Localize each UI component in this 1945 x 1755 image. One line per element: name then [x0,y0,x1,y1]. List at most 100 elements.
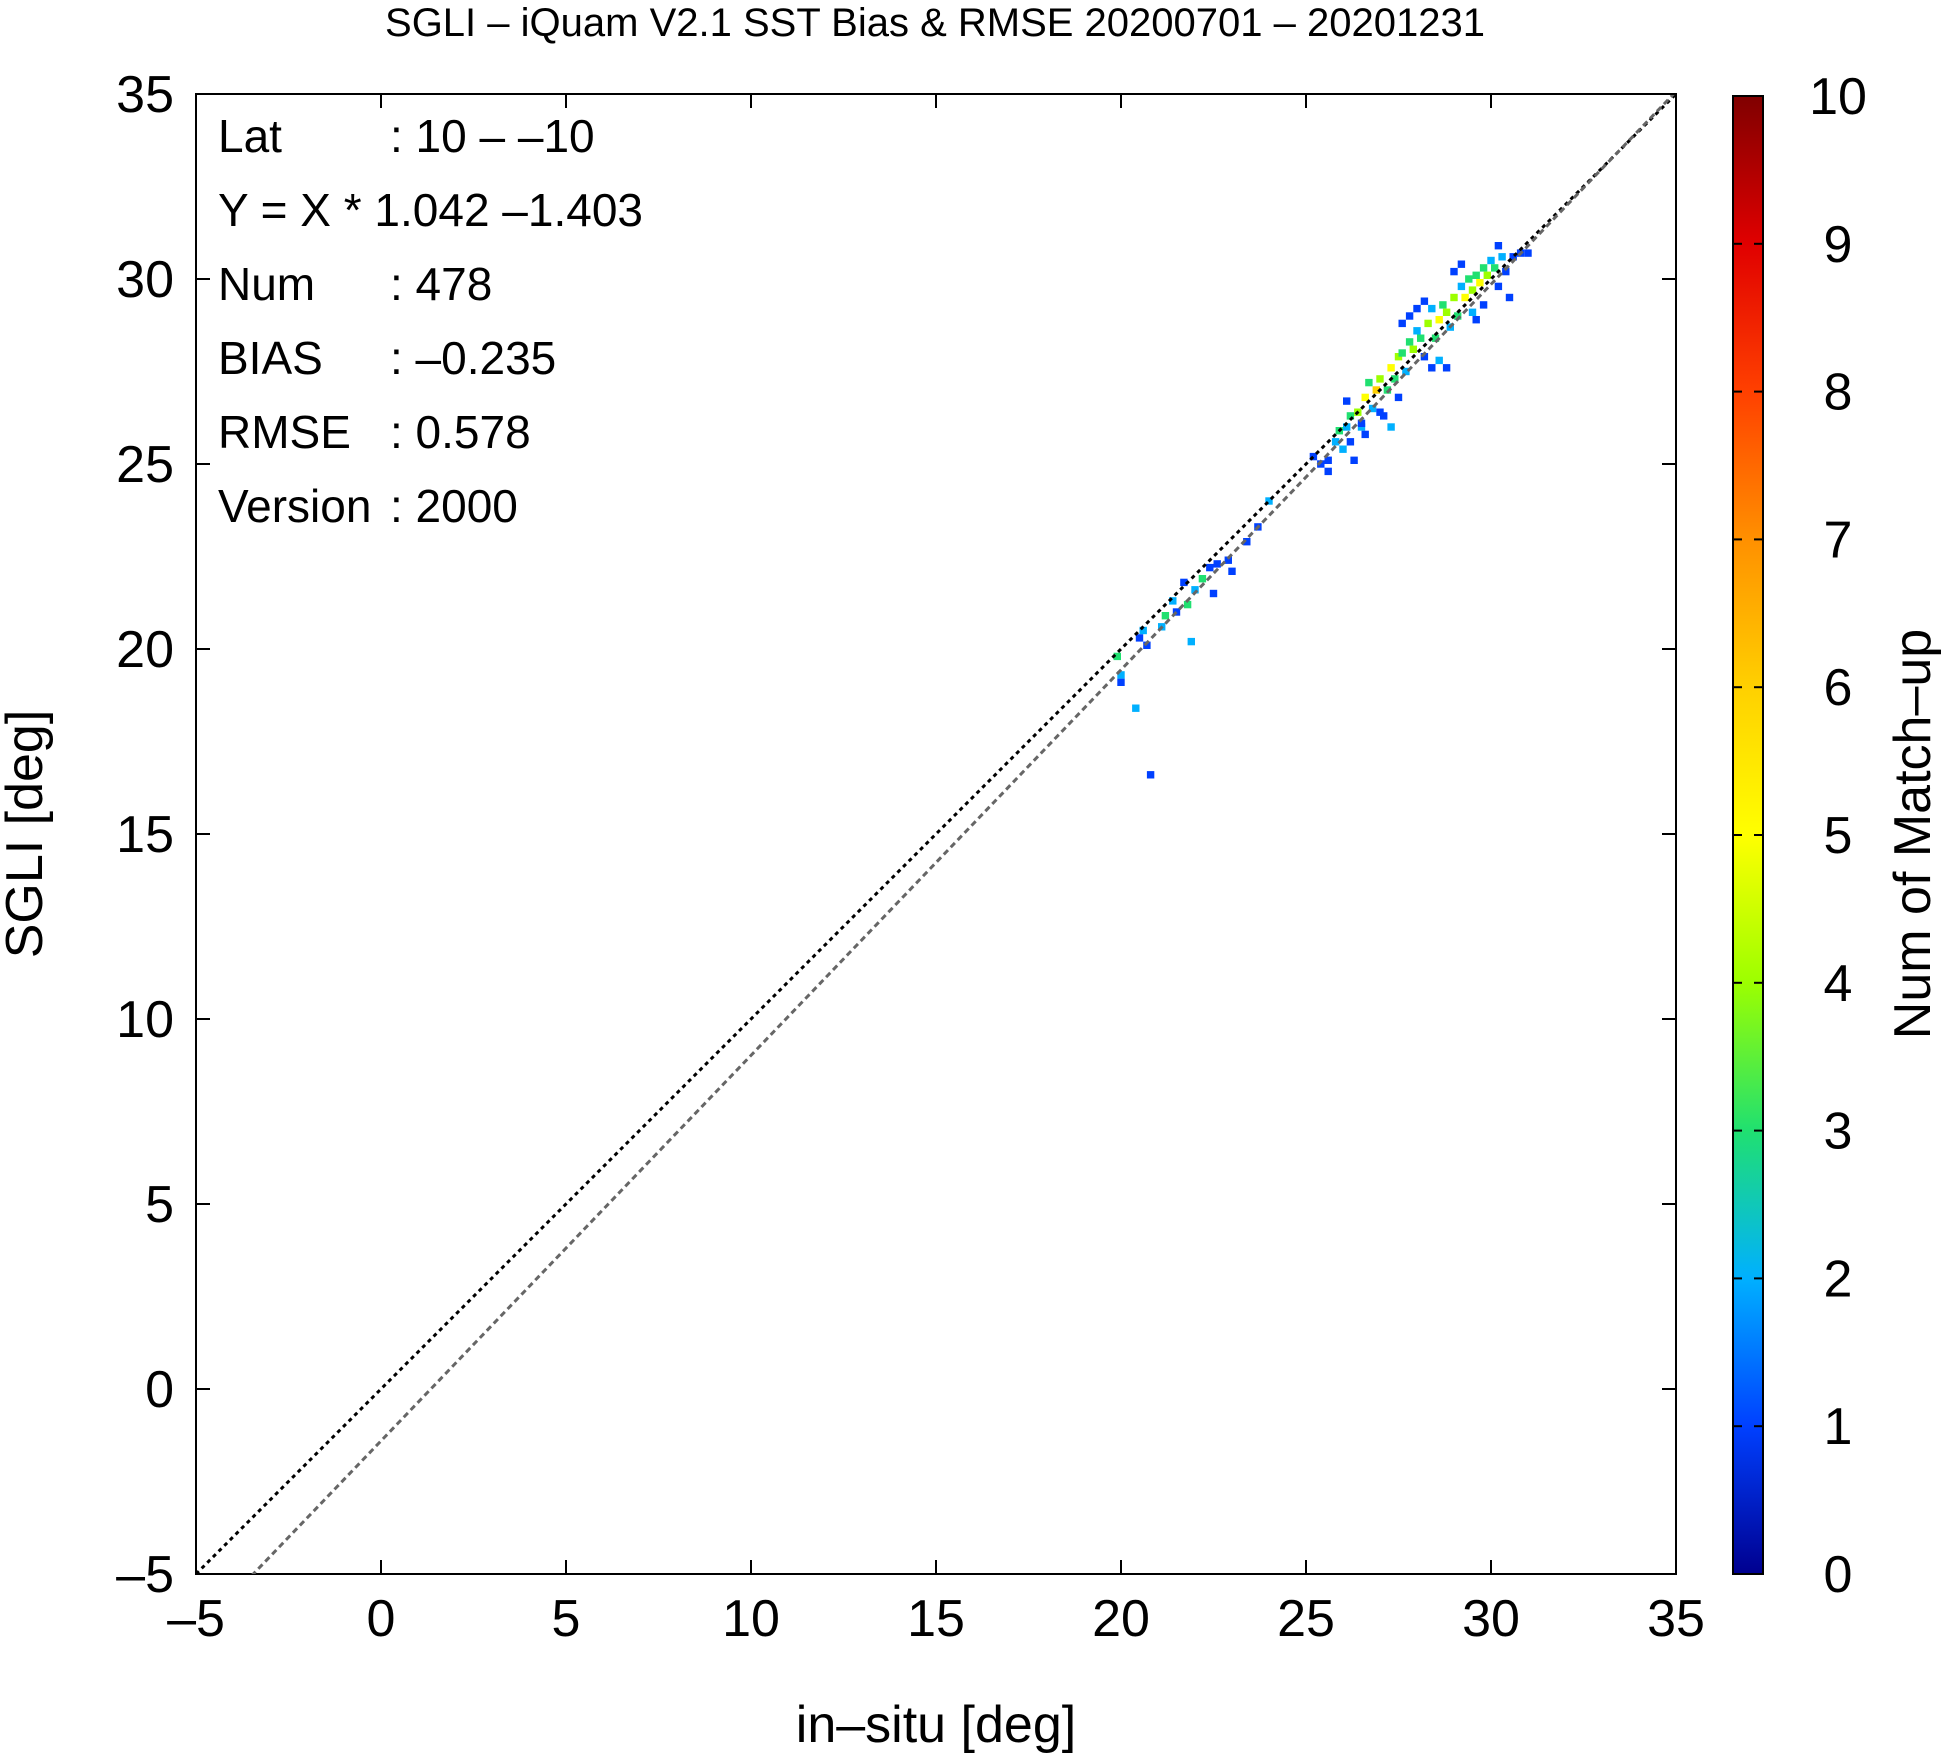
density-cell [1213,560,1221,568]
y-tick-label: 20 [116,621,174,679]
density-cell [1394,393,1403,402]
colorbar-tick-label: 7 [1824,511,1853,569]
density-cell [1265,497,1273,505]
x-tick-label: –5 [167,1590,225,1648]
colorbar-tick-label: 8 [1824,364,1853,422]
density-cell [1442,364,1451,372]
density-cell [1405,312,1414,320]
density-cell [1350,456,1358,464]
density-cell [1376,408,1384,416]
stat-label: RMSE [218,406,351,458]
x-tick-label: 30 [1462,1590,1520,1648]
density-cell [1413,327,1421,335]
stat-label: BIAS [218,332,323,384]
density-cell [1387,423,1395,431]
density-cell [1476,279,1484,287]
colorbar-tick-label: 6 [1824,659,1853,717]
density-cell [1420,353,1429,361]
y-tick-label: 0 [145,1361,174,1419]
density-cell [1343,423,1351,431]
y-tick-label: 35 [116,66,174,124]
stat-value: : 0.578 [390,406,531,458]
stat-value: : –0.235 [390,332,556,384]
density-cell [1361,430,1369,439]
density-cell [1491,264,1499,272]
y-tick-label: 25 [116,436,174,494]
colorbar-tick-label: 4 [1824,955,1853,1013]
density-cell [1420,297,1429,305]
density-cell [1324,456,1332,464]
stat-label: Version [218,480,371,532]
density-cell [1376,375,1384,383]
density-cell [1143,641,1151,649]
density-cell [1442,308,1451,316]
density-cell [1435,316,1443,324]
density-cell [1317,460,1325,468]
density-cell [1494,242,1503,250]
density-cell [1472,271,1480,279]
density-cell [1324,467,1332,476]
density-cell [1357,419,1366,427]
density-cell [1413,304,1421,313]
density-cell [1209,589,1218,598]
density-cell [1487,256,1495,265]
chart-title: SGLI – iQuam V2.1 SST Bias & RMSE 202007… [385,1,1485,45]
regression-line [251,94,1676,1574]
density-cell [1365,378,1373,387]
colorbar-tick-label: 1 [1824,1398,1853,1456]
density-cell [1391,375,1399,383]
density-cell [1398,349,1406,357]
density-cell [1135,634,1144,642]
stat-label: Y = X * 1.042 –1.403 [218,184,643,236]
density-cell [1339,445,1347,453]
one-to-one-line [196,94,1676,1574]
density-cell [1472,316,1480,324]
density-cell [1387,364,1395,372]
density-cell [1505,293,1514,302]
colorbar-tick-label: 9 [1824,216,1853,274]
density-cell [1502,267,1510,276]
density-cell [1198,575,1207,583]
density-cell [1409,345,1417,353]
stat-value: : 2000 [390,480,518,532]
density-cell [1309,452,1318,461]
density-cell [1417,334,1425,342]
x-axis-ticks: –5 0 5 10 15 20 25 30 35 [167,94,1705,1648]
density-cell [1206,563,1214,572]
colorbar-tick-label: 10 [1809,68,1867,126]
colorbar-tick-label: 2 [1824,1250,1853,1308]
y-tick-label: 15 [116,806,174,864]
x-tick-label: 25 [1277,1590,1335,1648]
density-cell [1450,293,1458,302]
density-cell [1454,312,1462,320]
x-axis-label: in–situ [deg] [796,1696,1076,1754]
colorbar-tick-label: 0 [1824,1546,1853,1604]
density-cell [1428,364,1436,372]
stat-value: : 478 [390,258,492,310]
density-cell [1402,367,1410,376]
density-cell [1187,637,1195,646]
density-cell [1468,308,1477,316]
density-cell [1172,608,1181,616]
reference-lines [196,94,1676,1574]
density-cell [1169,597,1177,605]
y-tick-label: –5 [116,1546,174,1604]
density-cell [1243,538,1251,546]
x-tick-label: 5 [552,1590,581,1648]
colorbar-label: Num of Match–up [1884,629,1942,1039]
y-axis-label: SGLI [deg] [0,710,54,959]
density-cell [1405,338,1414,346]
density-cell [1428,304,1436,313]
density-cell [1450,267,1458,276]
density-cell [1468,286,1477,294]
x-tick-label: 15 [907,1590,965,1648]
density-cell [1398,319,1406,328]
density-cell [1228,567,1236,575]
density-cell [1117,671,1125,679]
density-cell [1139,626,1147,635]
stat-value: : 10 – –10 [390,110,595,162]
colorbar-ticks: 0 1 2 3 4 5 6 7 8 9 10 [1733,68,1867,1604]
density-cell [1372,386,1380,394]
density-cell [1524,249,1532,257]
density-cell [1424,319,1432,328]
